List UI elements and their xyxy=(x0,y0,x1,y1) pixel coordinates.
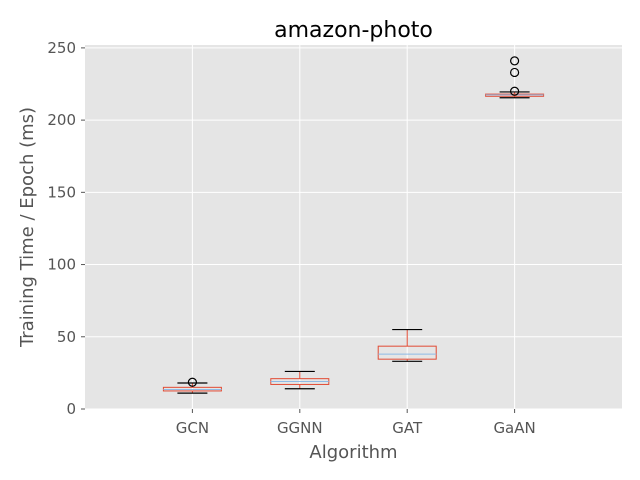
box-gat xyxy=(377,328,437,362)
x-tick-label: GGNN xyxy=(277,419,323,437)
y-tick-label: 250 xyxy=(47,39,76,57)
x-tick-label: GAT xyxy=(392,419,423,437)
y-tick-label: 150 xyxy=(47,183,76,201)
y-tick-label: 200 xyxy=(47,111,76,129)
axis-ticks: 0 50 100 150 200 250 GCN GGNN GAT GaAN xyxy=(47,39,535,437)
boxes xyxy=(162,56,545,394)
outlier-point xyxy=(187,377,197,387)
outlier-point xyxy=(509,86,520,96)
plot-area xyxy=(85,45,622,409)
outlier-point xyxy=(509,56,520,66)
y-axis-label: Training Time / Epoch (ms) xyxy=(17,107,38,348)
outlier-point xyxy=(509,67,520,78)
x-tick-label: GCN xyxy=(176,419,209,437)
y-tick-label: 50 xyxy=(57,328,76,346)
box-iqr xyxy=(377,345,437,360)
box-gcn xyxy=(162,377,222,394)
box-gaan xyxy=(485,56,545,99)
y-tick-label: 100 xyxy=(47,256,76,274)
y-tick-label: 0 xyxy=(66,400,76,418)
grid xyxy=(85,45,622,410)
box-ggnn xyxy=(270,370,330,390)
x-axis-label: Algorithm xyxy=(309,442,397,463)
x-tick-label: GaAN xyxy=(493,419,535,437)
chart-title: amazon-photo xyxy=(274,18,433,43)
